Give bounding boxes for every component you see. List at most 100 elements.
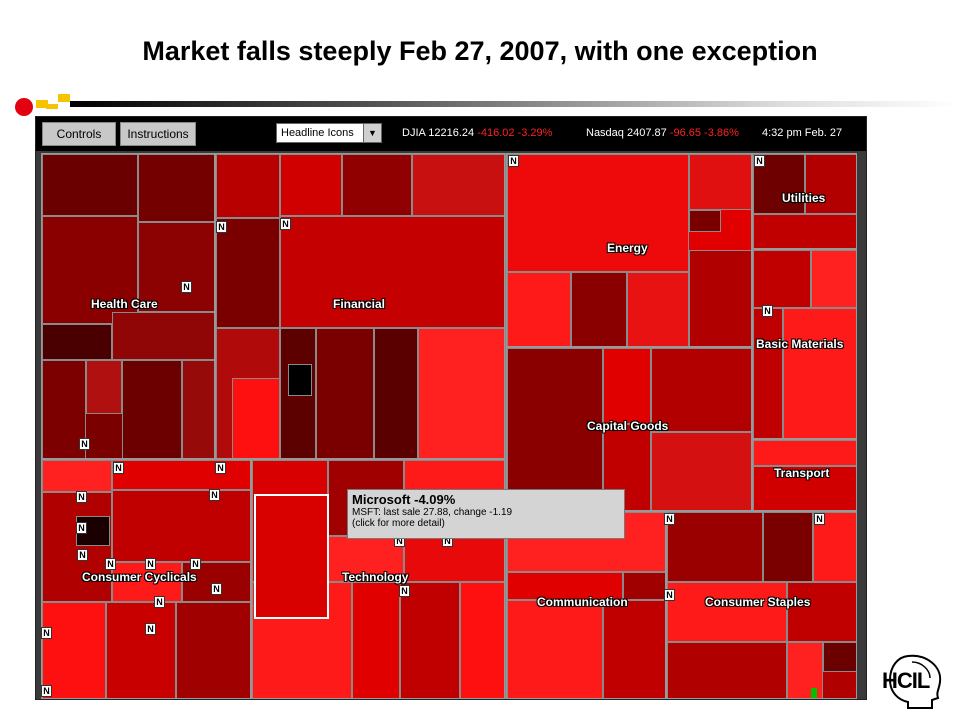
news-icon[interactable]: N — [399, 585, 410, 597]
stock-cell[interactable] — [603, 348, 651, 424]
stock-cell[interactable] — [763, 512, 813, 582]
stock-cell[interactable] — [374, 328, 418, 458]
sector-basic-materials[interactable] — [752, 249, 857, 439]
stock-cell[interactable] — [507, 272, 571, 346]
news-icon[interactable]: N — [215, 462, 226, 474]
stock-cell[interactable] — [823, 642, 856, 672]
stock-cell[interactable] — [86, 360, 122, 414]
stock-cell[interactable] — [689, 210, 721, 232]
stock-cell[interactable] — [418, 328, 504, 458]
news-icon[interactable]: N — [209, 489, 220, 501]
news-icon[interactable]: N — [181, 281, 192, 293]
sector-energy[interactable] — [506, 153, 752, 347]
stock-cell[interactable] — [316, 328, 374, 458]
stock-cell[interactable] — [138, 154, 214, 222]
selected-stock-cell-msft[interactable] — [254, 494, 329, 619]
news-icon[interactable]: N — [77, 549, 88, 561]
stock-cell[interactable] — [280, 154, 342, 216]
news-icon[interactable]: N — [754, 155, 765, 167]
treemap[interactable]: Health Care Financial Energy Utilities B… — [41, 153, 857, 699]
stock-cell[interactable] — [787, 642, 823, 698]
news-icon[interactable]: N — [762, 305, 773, 317]
stock-cell[interactable] — [42, 154, 138, 216]
news-icon[interactable]: N — [41, 627, 52, 639]
stock-cell[interactable] — [667, 582, 787, 642]
stock-cell[interactable] — [182, 360, 214, 458]
news-icon[interactable]: N — [280, 218, 291, 230]
stock-cell[interactable] — [42, 460, 112, 492]
instructions-button[interactable]: Instructions — [120, 122, 196, 146]
news-icon[interactable]: N — [216, 221, 227, 233]
stock-cell[interactable] — [42, 216, 138, 324]
news-icon[interactable]: N — [145, 558, 156, 570]
news-icon[interactable]: N — [79, 438, 90, 450]
news-icon[interactable]: N — [154, 596, 165, 608]
stock-cell[interactable] — [783, 308, 856, 438]
news-icon[interactable]: N — [145, 623, 156, 635]
stock-tooltip[interactable]: Microsoft -4.09% MSFT: last sale 27.88, … — [347, 489, 625, 539]
stock-cell[interactable] — [328, 536, 404, 582]
stock-cell[interactable] — [460, 582, 504, 698]
sector-consumer-staples[interactable] — [666, 511, 857, 699]
stock-cell[interactable] — [112, 490, 250, 562]
stock-cell[interactable] — [811, 250, 856, 308]
stock-cell[interactable] — [342, 154, 412, 216]
stock-cell[interactable] — [627, 272, 689, 346]
stock-cell[interactable] — [400, 582, 460, 698]
stock-cell[interactable] — [412, 154, 504, 216]
news-icon[interactable]: N — [190, 558, 201, 570]
news-icon[interactable]: N — [76, 491, 87, 503]
stock-cell[interactable] — [805, 154, 856, 214]
stock-cell[interactable] — [106, 602, 176, 698]
stock-cell[interactable] — [667, 642, 787, 698]
news-icon[interactable]: N — [664, 513, 675, 525]
stock-cell[interactable] — [753, 308, 783, 438]
stock-cell[interactable] — [651, 348, 751, 432]
stock-cell[interactable] — [507, 348, 603, 510]
stock-cell[interactable] — [753, 214, 856, 248]
sector-financial[interactable] — [215, 153, 505, 459]
stock-cell[interactable] — [112, 460, 250, 490]
sector-health-care[interactable] — [41, 153, 215, 459]
news-icon[interactable]: N — [105, 558, 116, 570]
stock-cell[interactable] — [288, 364, 312, 396]
stock-cell[interactable] — [42, 324, 112, 360]
gain-stock-cell[interactable] — [811, 688, 817, 698]
stock-cell[interactable] — [753, 466, 856, 510]
stock-cell[interactable] — [112, 312, 214, 360]
news-icon[interactable]: N — [814, 513, 825, 525]
controls-button[interactable]: Controls — [42, 122, 116, 146]
stock-cell[interactable] — [280, 216, 504, 328]
stock-cell[interactable] — [232, 378, 280, 458]
chevron-down-icon[interactable]: ▼ — [363, 124, 381, 142]
news-icon[interactable]: N — [41, 685, 52, 697]
news-icon[interactable]: N — [76, 522, 87, 534]
stock-cell[interactable] — [122, 360, 182, 458]
stock-cell[interactable] — [352, 582, 400, 698]
stock-cell[interactable] — [689, 154, 751, 210]
stock-cell[interactable] — [753, 440, 856, 466]
stock-cell[interactable] — [689, 250, 751, 346]
stock-cell[interactable] — [216, 218, 280, 328]
news-icon[interactable]: N — [113, 462, 124, 474]
news-icon[interactable]: N — [211, 583, 222, 595]
stock-cell[interactable] — [753, 250, 811, 308]
stock-cell[interactable] — [571, 272, 627, 346]
stock-cell[interactable] — [404, 536, 504, 582]
stock-cell[interactable] — [42, 360, 86, 458]
news-icon[interactable]: N — [508, 155, 519, 167]
view-select[interactable]: Headline Icons ▼ — [276, 123, 382, 143]
stock-cell[interactable] — [507, 154, 689, 272]
sector-consumer-cyclicals[interactable] — [41, 459, 251, 699]
stock-cell[interactable] — [623, 572, 665, 600]
stock-cell[interactable] — [507, 572, 623, 600]
sector-capital-goods[interactable] — [506, 347, 752, 511]
sector-utilities[interactable] — [752, 153, 857, 249]
sector-transport[interactable] — [752, 439, 857, 511]
stock-cell[interactable] — [603, 600, 665, 698]
stock-cell[interactable] — [42, 602, 106, 698]
stock-cell[interactable] — [138, 222, 214, 312]
stock-cell[interactable] — [42, 492, 112, 602]
stock-cell[interactable] — [667, 512, 763, 582]
stock-cell[interactable] — [176, 602, 250, 698]
